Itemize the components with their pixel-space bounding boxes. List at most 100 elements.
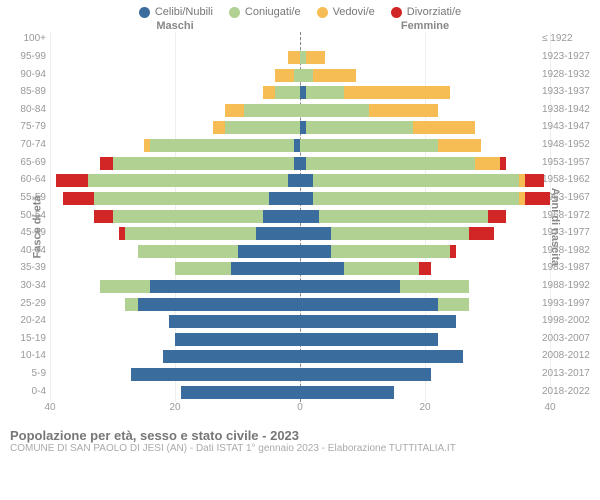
age-label: 40-44	[2, 245, 46, 256]
bar-segment	[300, 245, 331, 258]
male-bar-group	[50, 33, 300, 46]
bar-segment	[413, 121, 476, 134]
age-row: 35-391983-1987	[50, 262, 550, 275]
age-label: 80-84	[2, 104, 46, 115]
birth-year-label: 1958-1962	[542, 174, 598, 185]
bar-segment	[300, 298, 438, 311]
bar-segment	[300, 69, 313, 82]
legend-item: Coniugati/e	[229, 6, 301, 18]
female-bar-group	[300, 245, 550, 258]
legend-swatch	[317, 7, 328, 18]
birth-year-label: 1973-1977	[542, 227, 598, 238]
bar-segment	[525, 174, 544, 187]
bar-segment	[300, 262, 344, 275]
female-bar-group	[300, 121, 550, 134]
female-bar-group	[300, 280, 550, 293]
bar-segment	[225, 121, 300, 134]
female-bar-group	[300, 33, 550, 46]
age-row: 25-291993-1997	[50, 298, 550, 311]
age-label: 90-94	[2, 69, 46, 80]
female-bar-group	[300, 157, 550, 170]
male-bar-group	[50, 174, 300, 187]
age-label: 85-89	[2, 86, 46, 97]
bar-segment	[300, 386, 394, 399]
age-row: 85-891933-1937	[50, 86, 550, 99]
bar-segment	[263, 86, 276, 99]
age-label: 100+	[2, 33, 46, 44]
female-bar-group	[300, 386, 550, 399]
female-bar-group	[300, 298, 550, 311]
age-label: 55-59	[2, 192, 46, 203]
female-bar-group	[300, 262, 550, 275]
bar-segment	[369, 104, 438, 117]
female-bar-group	[294, 192, 550, 205]
bar-segment	[175, 262, 231, 275]
age-row: 60-641958-1962	[50, 174, 550, 187]
female-bar-group	[300, 69, 550, 82]
age-row: 70-741948-1952	[50, 139, 550, 152]
age-row: 90-941928-1932	[50, 69, 550, 82]
bar-segment	[113, 157, 294, 170]
legend-item: Vedovi/e	[317, 6, 375, 18]
age-label: 70-74	[2, 139, 46, 150]
birth-year-label: ≤ 1922	[542, 33, 598, 44]
male-bar-group	[50, 315, 300, 328]
male-bar-group	[50, 86, 300, 99]
bar-segment	[300, 333, 438, 346]
header-male: Maschi	[50, 20, 300, 32]
age-label: 45-49	[2, 227, 46, 238]
female-bar-group	[300, 139, 550, 152]
age-row: 100+≤ 1922	[50, 33, 550, 46]
legend-item: Divorziati/e	[391, 6, 461, 18]
age-label: 25-29	[2, 298, 46, 309]
male-bar-group	[50, 157, 300, 170]
bar-segment	[113, 210, 263, 223]
age-label: 0-4	[2, 386, 46, 397]
legend-swatch	[139, 7, 150, 18]
bar-segment	[300, 368, 431, 381]
bar-segment	[288, 51, 301, 64]
age-row: 0-42018-2022	[50, 386, 550, 399]
age-row: 15-192003-2007	[50, 333, 550, 346]
age-label: 35-39	[2, 262, 46, 273]
bar-segment	[150, 280, 300, 293]
bar-segment	[263, 210, 301, 223]
age-row: 65-691953-1957	[50, 157, 550, 170]
age-label: 5-9	[2, 368, 46, 379]
birth-year-label: 2018-2022	[542, 386, 598, 397]
bar-segment	[300, 350, 463, 363]
bar-segment	[125, 227, 256, 240]
bar-segment	[213, 121, 226, 134]
bar-segment	[300, 104, 369, 117]
bar-segment	[256, 227, 300, 240]
bar-segment	[319, 210, 488, 223]
bar-segment	[288, 174, 301, 187]
bar-segment	[438, 139, 482, 152]
bar-segment	[231, 262, 300, 275]
bar-segment	[469, 227, 494, 240]
x-tick: 20	[419, 402, 430, 413]
bar-segment	[275, 69, 294, 82]
male-bar-group	[50, 192, 294, 205]
male-bar-group	[50, 210, 300, 223]
x-tick: 0	[297, 402, 303, 413]
bar-segment	[300, 174, 313, 187]
bar-segment	[331, 227, 469, 240]
age-label: 95-99	[2, 51, 46, 62]
legend: Celibi/NubiliConiugati/eVedovi/eDivorzia…	[0, 0, 600, 20]
age-row: 45-491973-1977	[50, 227, 550, 240]
bar-segment	[94, 192, 269, 205]
x-tick: 20	[169, 402, 180, 413]
bar-segment	[488, 210, 507, 223]
chart-subtitle: COMUNE DI SAN PAOLO DI JESI (AN) - Dati …	[10, 443, 590, 454]
birth-year-label: 1928-1932	[542, 69, 598, 80]
bar-segment	[313, 69, 357, 82]
male-bar-group	[50, 386, 300, 399]
bar-segment	[63, 192, 94, 205]
birth-year-label: 1968-1972	[542, 210, 598, 221]
x-tick: 40	[44, 402, 55, 413]
chart-title: Popolazione per età, sesso e stato civil…	[10, 428, 590, 443]
birth-year-label: 1993-1997	[542, 298, 598, 309]
legend-label: Vedovi/e	[333, 6, 375, 18]
male-bar-group	[50, 368, 300, 381]
